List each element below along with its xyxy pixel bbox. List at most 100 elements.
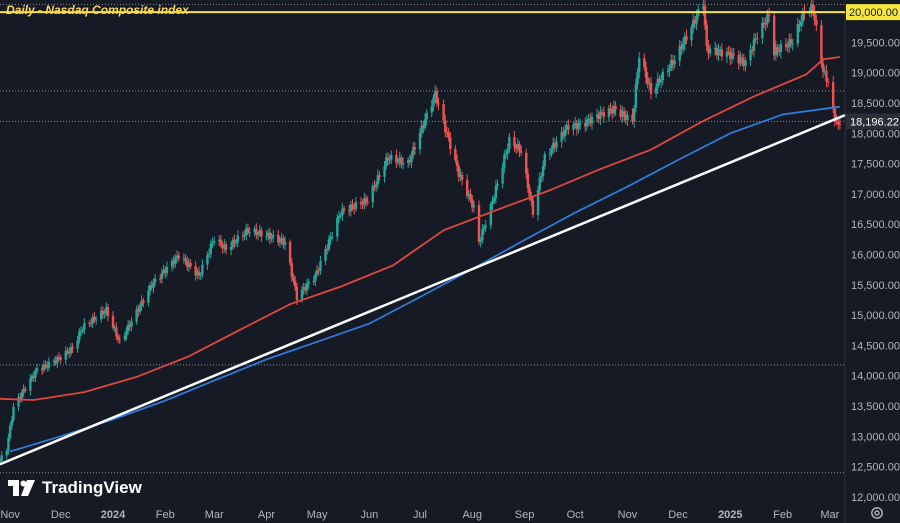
candle-body bbox=[20, 392, 24, 399]
candle-body bbox=[385, 157, 388, 167]
candle-body bbox=[506, 149, 509, 154]
moving-average-red-line bbox=[0, 56, 841, 401]
candle-body bbox=[388, 159, 391, 161]
candle-body bbox=[813, 11, 816, 21]
candle-body bbox=[54, 360, 57, 364]
x-tick-label: 2025 bbox=[718, 509, 742, 521]
candle-body bbox=[720, 49, 724, 57]
candle-body bbox=[565, 125, 568, 131]
candle-body bbox=[206, 254, 209, 265]
x-tick-label: Jul bbox=[413, 509, 427, 521]
price-axis[interactable]: 19,500.00 19,000.00 18,500.00 18,000.00 17,5… bbox=[846, 4, 900, 504]
x-tick-label: Aug bbox=[462, 509, 482, 521]
candle-body bbox=[243, 234, 246, 237]
candle-body bbox=[727, 51, 730, 53]
y-tick-label: 17,000.00 bbox=[851, 189, 900, 201]
moving-averages bbox=[0, 56, 841, 453]
candle-body bbox=[681, 44, 685, 50]
candle-body bbox=[111, 316, 115, 328]
candle-body bbox=[137, 309, 140, 312]
candle-body bbox=[128, 324, 132, 327]
candle-body bbox=[410, 155, 413, 163]
candle-body bbox=[465, 179, 469, 197]
time-axis[interactable]: Nov Dec 2024 Feb Mar Apr May Jun Jul Aug Sep Oct Nov… bbox=[0, 509, 839, 521]
candle-body bbox=[304, 287, 307, 291]
candle-body bbox=[363, 198, 366, 205]
candle-body bbox=[519, 151, 523, 153]
candle-body bbox=[796, 24, 799, 44]
candle-body bbox=[307, 281, 310, 284]
candle-body bbox=[172, 260, 175, 265]
x-tick-label: Sep bbox=[515, 509, 535, 521]
candle-body bbox=[71, 346, 74, 349]
tradingview-logo[interactable]: TradingView bbox=[8, 478, 142, 498]
candle-body bbox=[116, 336, 120, 340]
candle-body bbox=[528, 188, 531, 197]
candle-body bbox=[258, 230, 261, 235]
gear-icon[interactable] bbox=[870, 506, 884, 520]
candle-body bbox=[105, 307, 108, 314]
candle-body bbox=[744, 60, 747, 67]
candle-body bbox=[656, 78, 659, 88]
candle-body bbox=[459, 174, 462, 177]
candle-body bbox=[670, 60, 673, 68]
candle-body bbox=[142, 300, 145, 303]
candle-body bbox=[93, 316, 96, 320]
x-tick-label: Apr bbox=[258, 509, 275, 521]
y-tick-label: 12,500.00 bbox=[851, 462, 900, 474]
candle-body bbox=[229, 247, 233, 251]
candle-body bbox=[153, 278, 157, 283]
candle-body bbox=[89, 323, 93, 325]
candle-body bbox=[413, 147, 417, 150]
candle-body bbox=[140, 300, 143, 307]
candle-body bbox=[540, 176, 543, 178]
candle-body bbox=[177, 255, 180, 259]
candle-body bbox=[678, 45, 681, 61]
candle-body bbox=[815, 20, 818, 26]
candle-body bbox=[692, 19, 695, 28]
candle-body bbox=[395, 154, 398, 163]
candle-body bbox=[91, 316, 94, 324]
candle-body bbox=[457, 166, 460, 177]
candle-body bbox=[336, 217, 339, 237]
candle-body bbox=[548, 153, 552, 155]
candle-body bbox=[101, 310, 105, 315]
candle-body bbox=[597, 114, 600, 120]
candle-body bbox=[737, 54, 740, 64]
x-tick-label: Nov bbox=[618, 509, 638, 521]
y-tick-label: 13,000.00 bbox=[851, 431, 900, 443]
candle-body bbox=[562, 131, 565, 137]
support-trendline bbox=[0, 113, 846, 466]
candle-body bbox=[756, 38, 759, 40]
candle-body bbox=[0, 455, 3, 461]
candle-body bbox=[619, 109, 622, 118]
last-price-label: 18,196.22 bbox=[850, 116, 899, 128]
candle-body bbox=[754, 38, 757, 40]
candle-body bbox=[826, 81, 830, 83]
candle-body bbox=[412, 147, 415, 156]
candle-body bbox=[646, 77, 649, 85]
candle-body bbox=[67, 351, 71, 354]
candle-body bbox=[253, 228, 256, 233]
candle-body bbox=[305, 283, 309, 291]
candle-body bbox=[106, 307, 110, 317]
candle-body bbox=[472, 205, 476, 208]
x-tick-label: 2024 bbox=[101, 509, 126, 521]
candle-body bbox=[314, 274, 317, 281]
candle-body bbox=[659, 80, 663, 83]
candle-body bbox=[762, 22, 766, 24]
candle-body bbox=[189, 263, 192, 267]
candle-body bbox=[174, 257, 177, 265]
candle-body bbox=[66, 350, 69, 352]
candle-body bbox=[352, 207, 356, 209]
candle-body bbox=[496, 183, 499, 186]
candle-body bbox=[798, 24, 801, 26]
candle-body bbox=[282, 238, 285, 245]
candle-body bbox=[612, 106, 616, 114]
candle-body bbox=[182, 258, 186, 260]
resistance-price-label: 20,000.00 bbox=[849, 7, 898, 19]
candle-body bbox=[64, 350, 67, 360]
candle-body bbox=[201, 264, 204, 275]
candle-body bbox=[354, 201, 358, 209]
